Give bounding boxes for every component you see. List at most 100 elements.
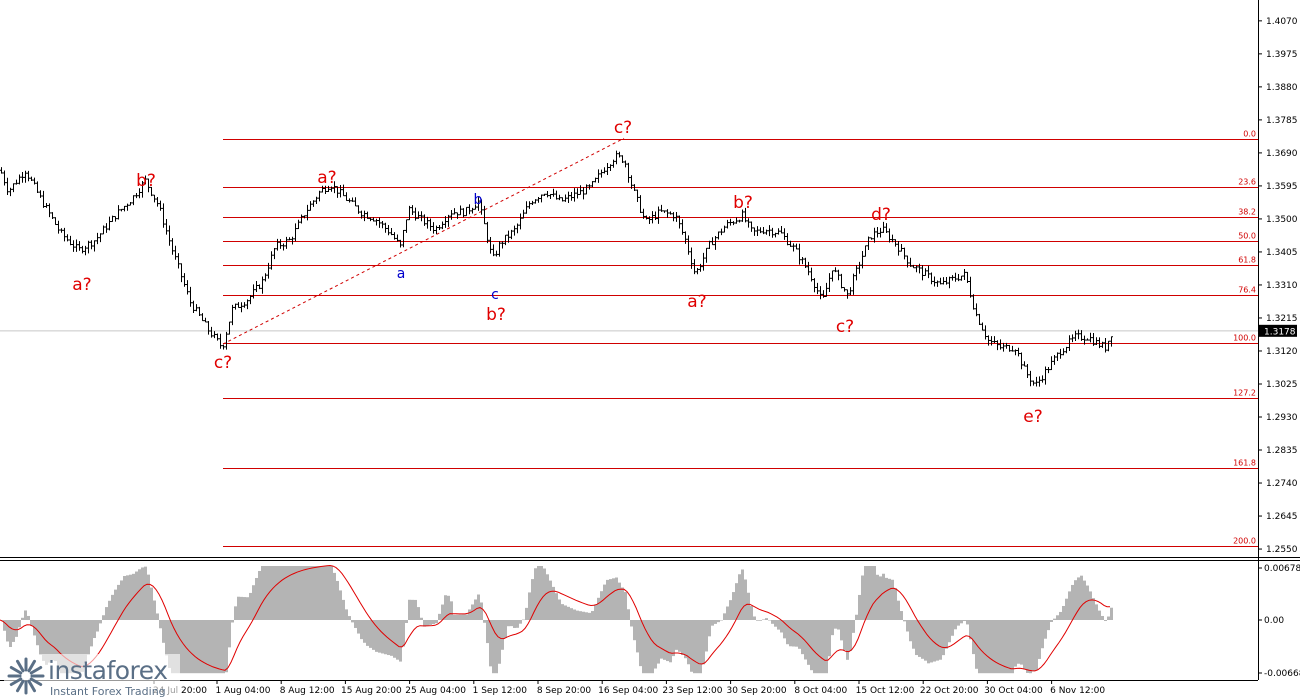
- wave-label-8: c?: [614, 118, 632, 138]
- histogram-bar-71: [213, 620, 216, 674]
- logo-burst-icon: [7, 657, 45, 695]
- histogram-bar-191: [573, 609, 576, 620]
- histogram-bar-90: [270, 566, 273, 620]
- histogram-bar-37: [111, 594, 114, 620]
- histogram-bar-332: [996, 620, 999, 674]
- histogram-bar-155: [465, 614, 468, 620]
- histogram-bar-227: [681, 620, 684, 655]
- histogram-bar-124: [372, 620, 375, 650]
- histogram-bar-132: [396, 620, 399, 660]
- histogram-bar-13: [39, 620, 42, 655]
- histogram-bar-368: [1104, 620, 1107, 621]
- histogram-bar-62: [186, 620, 189, 674]
- histogram-bar-337: [1011, 620, 1014, 674]
- histogram-bar-270: [810, 620, 813, 671]
- histogram-bar-322: [966, 620, 969, 625]
- price-tick-label-12: 1.2930: [1266, 413, 1298, 423]
- histogram-bar-275: [825, 620, 828, 674]
- histogram-bar-209: [627, 609, 630, 620]
- histogram-bar-192: [576, 610, 579, 620]
- histogram-bar-112: [336, 580, 339, 620]
- histogram-bar-108: [324, 566, 327, 620]
- histogram-bar-53: [159, 620, 162, 629]
- price-tick-label-3: 1.3785: [1266, 116, 1298, 126]
- histogram-bar-185: [555, 593, 558, 620]
- time-label-12: 22 Oct 20:00: [920, 686, 979, 696]
- fib-label-2: 38.2: [1238, 208, 1256, 217]
- histogram-bar-293: [879, 576, 882, 620]
- histogram-bar-366: [1098, 610, 1101, 620]
- histogram-bar-110: [330, 566, 333, 620]
- histogram-bar-83: [249, 592, 252, 620]
- histogram-bar-169: [507, 620, 510, 627]
- histogram-bar-329: [987, 620, 990, 674]
- histogram-bar-243: [729, 600, 732, 620]
- time-label-9: 30 Sep 20:00: [727, 686, 787, 696]
- histogram-bar-250: [750, 605, 753, 620]
- histogram-bar-182: [546, 574, 549, 620]
- histogram-bar-168: [504, 620, 507, 638]
- histogram-bar-136: [408, 599, 411, 620]
- histogram-bar-313: [939, 620, 942, 660]
- histogram-bar-232: [696, 620, 699, 674]
- histogram-bar-216: [648, 620, 651, 674]
- histogram-bar-369: [1107, 616, 1110, 620]
- histogram-bar-226: [678, 620, 681, 652]
- wave-label-5: b: [474, 192, 483, 208]
- histogram-bar-131: [393, 620, 396, 658]
- histogram-bar-350: [1050, 620, 1053, 622]
- histogram-bar-188: [564, 605, 567, 620]
- histogram-bar-225: [675, 620, 678, 650]
- histogram-bar-282: [846, 620, 849, 660]
- histogram-bar-94: [282, 566, 285, 620]
- histogram-bar-92: [276, 566, 279, 620]
- histogram-bar-126: [378, 620, 381, 653]
- histogram-bar-306: [918, 620, 921, 657]
- price-tick-label-16: 1.2550: [1266, 545, 1298, 555]
- histogram-bar-143: [429, 620, 432, 625]
- histogram-bar-276: [828, 620, 831, 657]
- price-tick-label-1: 1.3975: [1266, 50, 1298, 60]
- fib-label-0: 0.0: [1243, 130, 1256, 139]
- histogram-bar-349: [1047, 620, 1050, 631]
- histogram-bar-347: [1041, 620, 1044, 649]
- logo-ray-5: [9, 677, 23, 686]
- histogram-bar-295: [885, 577, 888, 620]
- histogram-bar-21: [63, 620, 66, 674]
- wave-labels: a? b? c? a? a b c b? c? a? b? c? d? e?: [72, 118, 1042, 427]
- histogram-bar-308: [924, 620, 927, 661]
- histogram-bar-116: [348, 616, 351, 620]
- time-label-6: 8 Sep 20:00: [537, 686, 592, 696]
- histogram-bar-257: [771, 620, 774, 624]
- instaforex-logo: instaforex Instant Forex Trading: [4, 654, 180, 698]
- histogram-bar-119: [357, 620, 360, 634]
- histogram-bar-197: [591, 611, 594, 620]
- histogram-bar-356: [1068, 591, 1071, 620]
- histogram-bar-187: [561, 604, 564, 620]
- price-tick-label-0: 1.4070: [1266, 17, 1298, 27]
- histogram-bar-20: [60, 620, 63, 674]
- histogram-bar-18: [54, 620, 57, 662]
- histogram-bar-244: [732, 592, 735, 620]
- wave-label-1: b?: [136, 171, 156, 191]
- histogram-bar-102: [306, 566, 309, 620]
- histogram-bar-163: [489, 620, 492, 667]
- histogram-bar-103: [309, 566, 312, 620]
- histogram-bar-291: [873, 566, 876, 620]
- histogram-bar-251: [753, 616, 756, 620]
- histogram-bar-74: [222, 620, 225, 674]
- histogram-bar-341: [1023, 620, 1026, 670]
- histogram-bar-274: [822, 620, 825, 674]
- histogram-bar-260: [780, 620, 783, 633]
- price-tick-label-2: 1.3880: [1266, 83, 1298, 93]
- histogram-bar-213: [639, 620, 642, 667]
- histogram-bar-46: [138, 569, 141, 620]
- histogram-bar-162: [486, 620, 489, 644]
- histogram-bar-286: [858, 594, 861, 620]
- time-label-2: 8 Aug 12:00: [280, 686, 335, 696]
- histogram-bar-196: [588, 612, 591, 620]
- histogram-bar-203: [609, 579, 612, 620]
- histogram-bar-214: [642, 620, 645, 674]
- price-tick-label-7: 1.3405: [1266, 248, 1298, 258]
- histogram-bar-222: [666, 620, 669, 662]
